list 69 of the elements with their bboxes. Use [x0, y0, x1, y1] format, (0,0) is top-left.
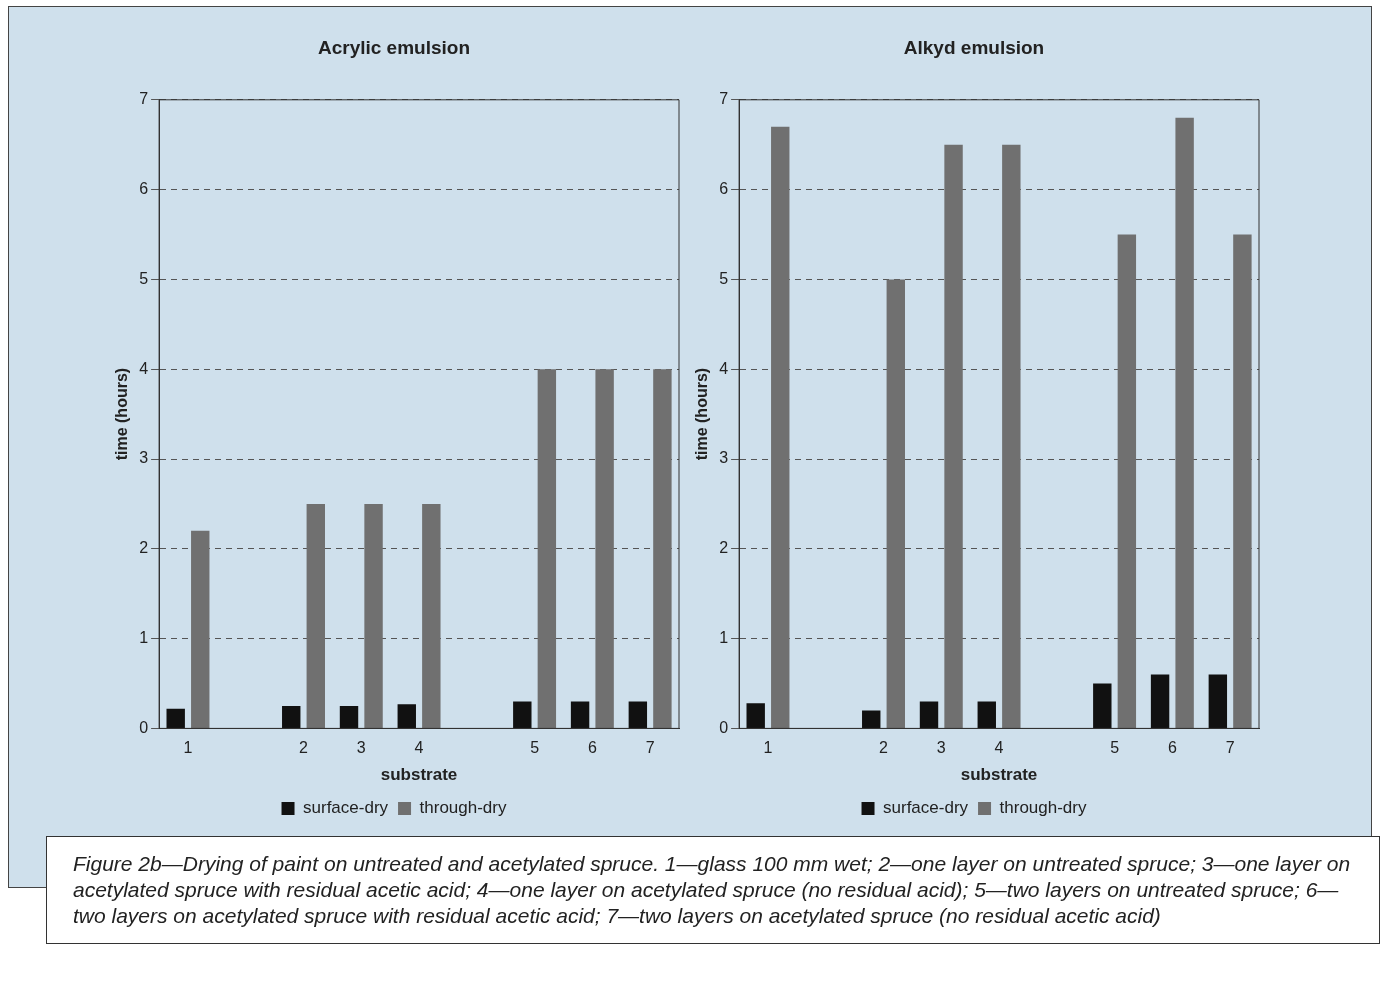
bar: [746, 703, 765, 728]
x-tick-label: 6: [1167, 739, 1177, 757]
y-axis-title: time (hours): [113, 367, 131, 461]
bar: [628, 701, 648, 728]
bar: [595, 369, 614, 728]
y-tick-label: 6: [719, 180, 729, 198]
y-tick-label: 7: [139, 90, 149, 108]
chart-title: Acrylic emulsion: [317, 36, 471, 58]
bar: [1175, 117, 1194, 728]
bar: [771, 126, 790, 728]
y-tick-label: 4: [139, 359, 149, 377]
bar: [537, 369, 557, 728]
x-tick-label: 1: [183, 739, 193, 757]
y-tick-label: 3: [719, 449, 729, 467]
x-tick-label: 7: [1225, 739, 1235, 757]
x-tick-label: 3: [936, 739, 946, 757]
x-tick-label: 5: [1110, 739, 1120, 757]
y-tick-label: 1: [139, 629, 149, 647]
y-tick-label: 0: [139, 718, 149, 736]
bar: [282, 705, 301, 728]
bar: [166, 708, 185, 728]
caption: Figure 2b—Drying of paint on untreated and acetylated spruce. 1—glass 100 mm wet; 2—one layer on untreated spruce; 3—one layer on acetylated spruce with residual acetic acid; 4—one layer on acetylated spruce (no residual acid); 5—two layers on untreated spruce; 6—two layers on acetylated spruce with residual acetic acid; 7—two layers on acetylated spruce (no residual acetic acid): [46, 836, 1380, 944]
y-tick-label: 2: [719, 539, 729, 557]
y-axis-title: time (hours): [693, 367, 711, 461]
bar: [397, 704, 416, 728]
bar: [977, 701, 996, 728]
bar: [513, 701, 532, 728]
bar: [1150, 674, 1170, 728]
chart-title: Alkyd emulsion: [903, 36, 1045, 58]
bar: [919, 701, 939, 728]
y-tick-label: 0: [719, 718, 729, 736]
bar: [1002, 144, 1021, 728]
x-tick-label: 6: [587, 739, 597, 757]
bar: [1208, 674, 1228, 728]
x-tick-label: 4: [414, 739, 424, 757]
bar: [1117, 234, 1137, 728]
bar: [191, 530, 210, 728]
y-tick-label: 5: [139, 269, 149, 287]
bar: [1093, 683, 1112, 728]
legend-label: through-dry: [999, 798, 1087, 818]
bar: [944, 144, 963, 728]
y-tick-label: 2: [139, 539, 149, 557]
bar: [886, 279, 905, 728]
y-tick-label: 1: [719, 629, 729, 647]
y-tick-label: 4: [719, 359, 729, 377]
bar: [422, 503, 441, 728]
x-tick-label: 5: [530, 739, 540, 757]
bar: [653, 369, 672, 728]
bar: [570, 701, 590, 728]
y-tick-label: 3: [139, 449, 149, 467]
legend-label: surface-dry: [883, 798, 969, 818]
y-tick-label: 5: [719, 269, 729, 287]
bar: [1233, 234, 1252, 728]
legend-label: surface-dry: [303, 798, 389, 818]
y-tick-label: 6: [139, 180, 149, 198]
x-tick-label: 1: [763, 739, 773, 757]
legend-label: through-dry: [419, 798, 507, 818]
bar: [862, 710, 881, 728]
bar: [306, 503, 325, 728]
x-tick-label: 2: [879, 739, 889, 757]
bar: [364, 503, 383, 728]
x-tick-label: 4: [994, 739, 1004, 757]
x-axis-title: substrate: [960, 765, 1038, 785]
x-tick-label: 3: [356, 739, 366, 757]
x-tick-label: 7: [645, 739, 655, 757]
x-tick-label: 2: [299, 739, 309, 757]
y-tick-label: 7: [719, 90, 729, 108]
x-axis-title: substrate: [380, 765, 458, 785]
bar: [339, 705, 359, 728]
